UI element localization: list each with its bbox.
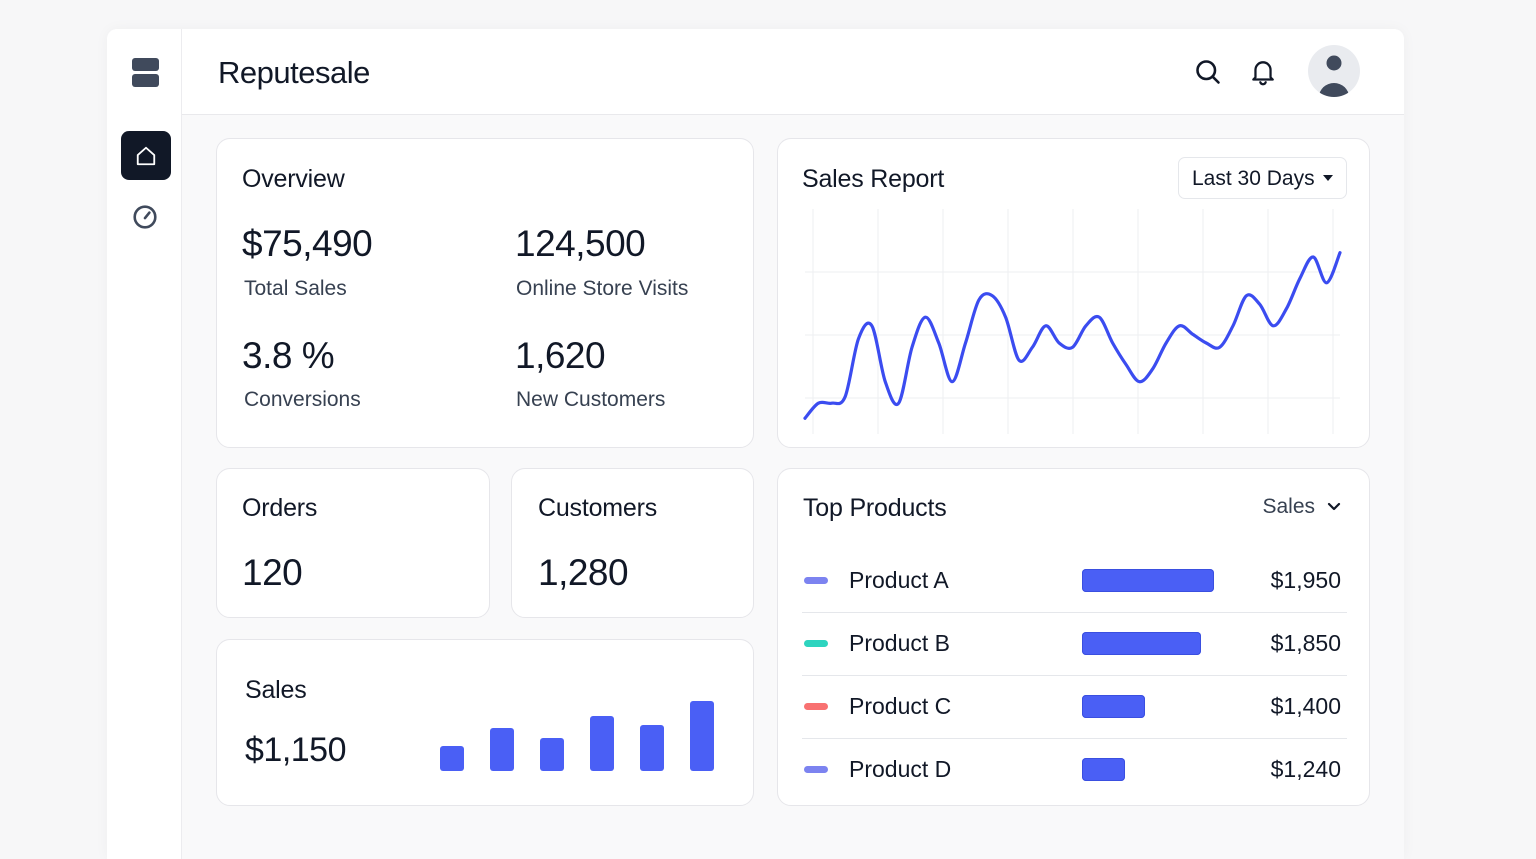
chevron-down-icon [1327,502,1341,511]
top-products-title: Top Products [803,494,947,522]
sales-card: Sales $1,150 [216,639,754,806]
top-products-card: Top Products Sales Product A $1,950 Produc… [777,468,1370,806]
caret-down-icon [1323,175,1333,181]
sales-bar [640,725,664,771]
product-sales-value: $1,950 [1270,567,1341,593]
overview-card: Overview $75,490 Total Sales 124,500 Onl… [216,138,754,448]
sales-bar [440,746,464,771]
app-window: Reputesale Overview $75,490 Total Sales … [107,29,1404,859]
store-visits-value: 124,500 [515,223,646,264]
product-sales-value: $1,850 [1270,630,1341,656]
orders-title: Orders [242,494,318,522]
sales-bar [690,701,714,771]
product-name: Product A [849,567,949,593]
product-sales-bar [1082,632,1201,655]
sidebar [107,29,182,859]
sales-title: Sales [245,676,307,704]
new-customers-value: 1,620 [515,335,606,376]
date-range-dropdown[interactable]: Last 30 Days [1178,157,1347,199]
orders-card: Orders 120 [216,468,490,618]
product-color-swatch [804,703,828,710]
product-row[interactable]: Product B $1,850 [802,612,1347,676]
product-sales-value: $1,400 [1270,693,1341,719]
sales-report-card: Sales Report Last 30 Days [777,138,1370,448]
conversions-value: 3.8 % [242,335,335,376]
store-visits-label: Online Store Visits [516,277,689,300]
sales-report-title: Sales Report [802,165,945,193]
search-icon[interactable] [1193,57,1223,87]
overview-title: Overview [242,165,345,193]
sales-bar [540,738,564,771]
product-sales-bar [1082,758,1125,781]
new-customers-label: New Customers [516,388,666,411]
product-color-swatch [804,766,828,773]
top-bar: Reputesale [182,29,1404,115]
product-row[interactable]: Product C $1,400 [802,675,1347,739]
product-row[interactable]: Product A $1,950 [802,549,1347,613]
product-sales-bar [1082,569,1214,592]
product-sales-bar [1082,695,1145,718]
conversions-label: Conversions [244,388,361,411]
product-name: Product B [849,630,950,656]
sales-bar-chart [440,701,714,771]
logo-icon[interactable] [132,58,159,88]
sort-by-label: Sales [1262,495,1315,518]
sales-line-chart [803,209,1342,434]
product-sales-value: $1,240 [1270,756,1341,782]
sales-series-line [803,251,1342,420]
product-color-swatch [804,577,828,584]
customers-card: Customers 1,280 [511,468,754,618]
home-icon[interactable] [121,131,171,180]
product-row[interactable]: Product D $1,240 [802,738,1347,801]
sales-value: $1,150 [245,731,347,769]
app-title: Reputesale [218,55,370,90]
bell-icon[interactable] [1248,57,1278,87]
sales-bar [490,728,514,771]
user-avatar-icon[interactable] [1308,45,1360,97]
customers-value: 1,280 [538,552,629,593]
total-sales-label: Total Sales [244,277,347,300]
orders-value: 120 [242,552,303,593]
sales-bar [590,716,614,771]
product-name: Product C [849,693,952,719]
customers-title: Customers [538,494,658,522]
product-name: Product D [849,756,952,782]
date-range-label: Last 30 Days [1192,167,1315,190]
total-sales-value: $75,490 [242,223,373,264]
sort-by-dropdown[interactable]: Sales [1262,495,1341,519]
gauge-icon[interactable] [130,202,160,232]
product-color-swatch [804,640,828,647]
